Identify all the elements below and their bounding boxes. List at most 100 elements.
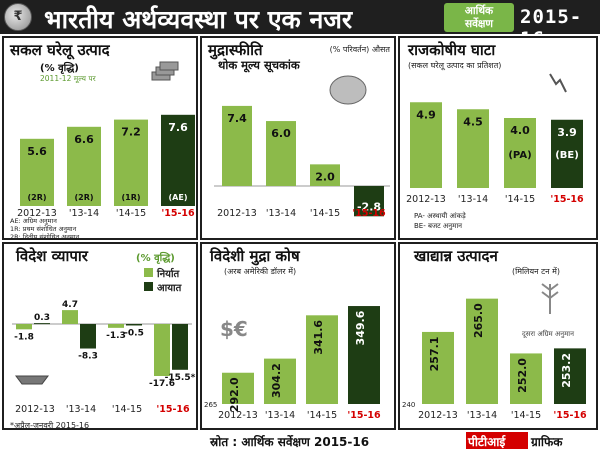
inflation-tick-label: '15-16 (352, 208, 386, 219)
trade-tick-label: '15-16 (156, 404, 190, 415)
foodgrain-subtitle: (मिलियन टन में) (512, 267, 561, 276)
fiscal-bar (504, 118, 536, 188)
legend-import-label: आयात (157, 283, 182, 294)
trade-value-label: -1.3 (106, 331, 126, 341)
inflation-bar (266, 121, 296, 186)
fiscal-tick-label: 2012-13 (406, 194, 446, 205)
gdp-value-label: 7.6 (168, 121, 188, 134)
trade-bar (34, 323, 50, 325)
gdp-bar (67, 126, 101, 206)
foodgrain-baseline-label: 240 (402, 401, 415, 409)
currency-symbols-icon: $€ (220, 317, 248, 341)
gdp-tick-label: '14-15 (116, 208, 146, 219)
fiscal-chart: 4.9 4.5 4.0 (PA) 3.9 (BE) 2012-13 '13-14 '14-15 '… (406, 73, 584, 230)
inflation-tick-label: '14-15 (310, 208, 340, 219)
foodgrain-value-label: 265.0 (472, 303, 485, 338)
fiscal-value-label: 3.9 (557, 126, 577, 139)
falling-arrow-icon (549, 73, 567, 93)
gdp-bar-tag: (2R) (74, 193, 93, 202)
fiscal-subtitle: (सकल घरेलू उत्पाद का प्रतिशत) (408, 61, 502, 70)
forex-value-label: 304.2 (270, 363, 283, 398)
fiscal-value-label: 4.5 (463, 115, 483, 128)
forex-subtitle: (अरब अमेरिकी डॉलर में) (224, 267, 297, 276)
inflation-subtitle: थोक मूल्य सूचकांक (218, 58, 300, 72)
credit-badge (466, 432, 528, 449)
gdp-panel: सकल घरेलू उत्पाद (% वृद्धि) 2011-12 मूल्… (2, 36, 198, 240)
fiscal-value-label: 4.0 (510, 124, 530, 137)
inflation-chart: 7.4 6.0 2.0 -2.8 2012-13 '13-14 '14-15 '15-16 (214, 75, 390, 219)
gdp-bar (20, 138, 54, 206)
trade-value-label: -1.8 (14, 332, 34, 342)
survey-badge: आर्थिक सर्वेक्षण (444, 3, 514, 32)
gdp-value-label: 5.6 (27, 145, 47, 158)
trade-footnote: *अप्रैल-जनवरी 2015-16 (10, 421, 90, 430)
forex-title: विदेशी मुद्रा कोष (210, 247, 300, 265)
badge-line2: सर्वेक्षण (464, 18, 494, 30)
trade-value-label: 4.7 (62, 300, 78, 310)
inflation-tick-label: '13-14 (266, 208, 296, 219)
trade-bar (172, 324, 188, 370)
gdp-bar-tag: (AE) (169, 193, 188, 202)
trade-value-label: -0.5 (124, 328, 144, 338)
gdp-bar (161, 114, 195, 206)
fiscal-bar (410, 102, 442, 188)
ship-icon (15, 375, 49, 385)
forex-bar (222, 372, 254, 404)
legend-export-label: निर्यात (157, 269, 180, 280)
legend-export-swatch (144, 268, 153, 277)
forex-bar (348, 306, 380, 404)
trade-tick-label: '14-15 (112, 404, 142, 415)
gdp-subtitle: (% वृद्धि) (40, 63, 79, 74)
fiscal-footnote: PA- अस्थायी आंकड़े (414, 211, 466, 220)
fiscal-bar-tag: (PA) (508, 150, 531, 161)
forex-tick-label: '15-16 (347, 410, 381, 421)
inflation-value-label: 6.0 (271, 127, 291, 140)
footer-bar (0, 432, 600, 450)
foodgrain-chart: 240 257.1 265.0 252.0 253.2 2012-13 '13-14 '14-… (402, 283, 587, 421)
fiscal-value-label: 4.9 (416, 108, 436, 121)
trade-tick-label: '13-14 (66, 404, 96, 415)
fiscal-footnote: BE- बजट अनुमान (414, 222, 462, 230)
gdp-bar-tag: (2R) (27, 193, 46, 202)
trade-bar (154, 324, 170, 376)
foodgrain-value-label: 252.0 (516, 358, 529, 393)
forex-baseline-label: 265 (204, 401, 217, 409)
coin-stack-icon (151, 61, 179, 81)
inflation-bar (354, 186, 384, 217)
page-title: भारतीय अर्थव्यवस्था पर एक नजर (44, 5, 353, 34)
foodgrain-tick-label: '15-16 (553, 410, 587, 421)
forex-panel: विदेशी मुद्रा कोष (अरब अमेरिकी डॉलर में)… (200, 242, 396, 430)
badge-line1: आर्थिक (464, 5, 494, 17)
foodgrain-value-label: 257.1 (428, 337, 441, 372)
foodgrain-tick-label: '13-14 (467, 410, 497, 421)
fiscal-tick-label: '14-15 (505, 194, 535, 205)
fiscal-tick-label: '13-14 (458, 194, 488, 205)
trade-value-label: -17.6 (149, 379, 175, 389)
gdp-chart: 5.6 (2R) 6.6 (2R) 7.2 (1R) 7.6 (AE) 2012-13 '13-1… (10, 61, 195, 240)
inflation-value-label: 2.0 (315, 170, 335, 183)
forex-value-label: 292.0 (228, 377, 241, 412)
wheat-icon (541, 283, 559, 314)
trade-chart: -1.80.3 4.7 -8.3 -1.3-0.5 -17.6-15.5* 2012-13… (12, 300, 196, 415)
inflation-bar (310, 164, 340, 186)
trade-tick-label: 2012-13 (15, 404, 55, 415)
trade-bar (16, 324, 32, 330)
trade-bar (80, 324, 96, 349)
forex-tick-label: 2012-13 (218, 410, 258, 421)
trade-value-label: 0.3 (34, 313, 50, 323)
fiscal-tick-label: '15-16 (550, 194, 584, 205)
credit-agency: पीटीआई (468, 435, 506, 449)
fiscal-title: राजकोषीय घाटा (408, 41, 496, 59)
header-bar: ₹ भारतीय अर्थव्यवस्था पर एक नजर आर्थिक स… (0, 0, 600, 50)
trade-bar (126, 324, 142, 326)
trade-value-label: -15.5* (165, 373, 196, 383)
gdp-footnote: 1R: प्रथम संशोधित अनुमान (10, 225, 77, 233)
trade-title: विदेश व्यापार (16, 247, 88, 265)
inflation-bar (222, 105, 252, 186)
gdp-footnote: 2R: द्वितीय संशोधित अनुमान (10, 233, 79, 240)
trade-bar (108, 324, 124, 328)
credit-label: ग्राफिक (531, 435, 563, 449)
foodgrain-panel: खाद्यान्न उत्पादन (मिलियन टन में) 240 257… (398, 242, 598, 430)
foodgrain-bar (422, 331, 454, 404)
inflation-note: (% परिवर्तन) औसत (329, 45, 390, 54)
